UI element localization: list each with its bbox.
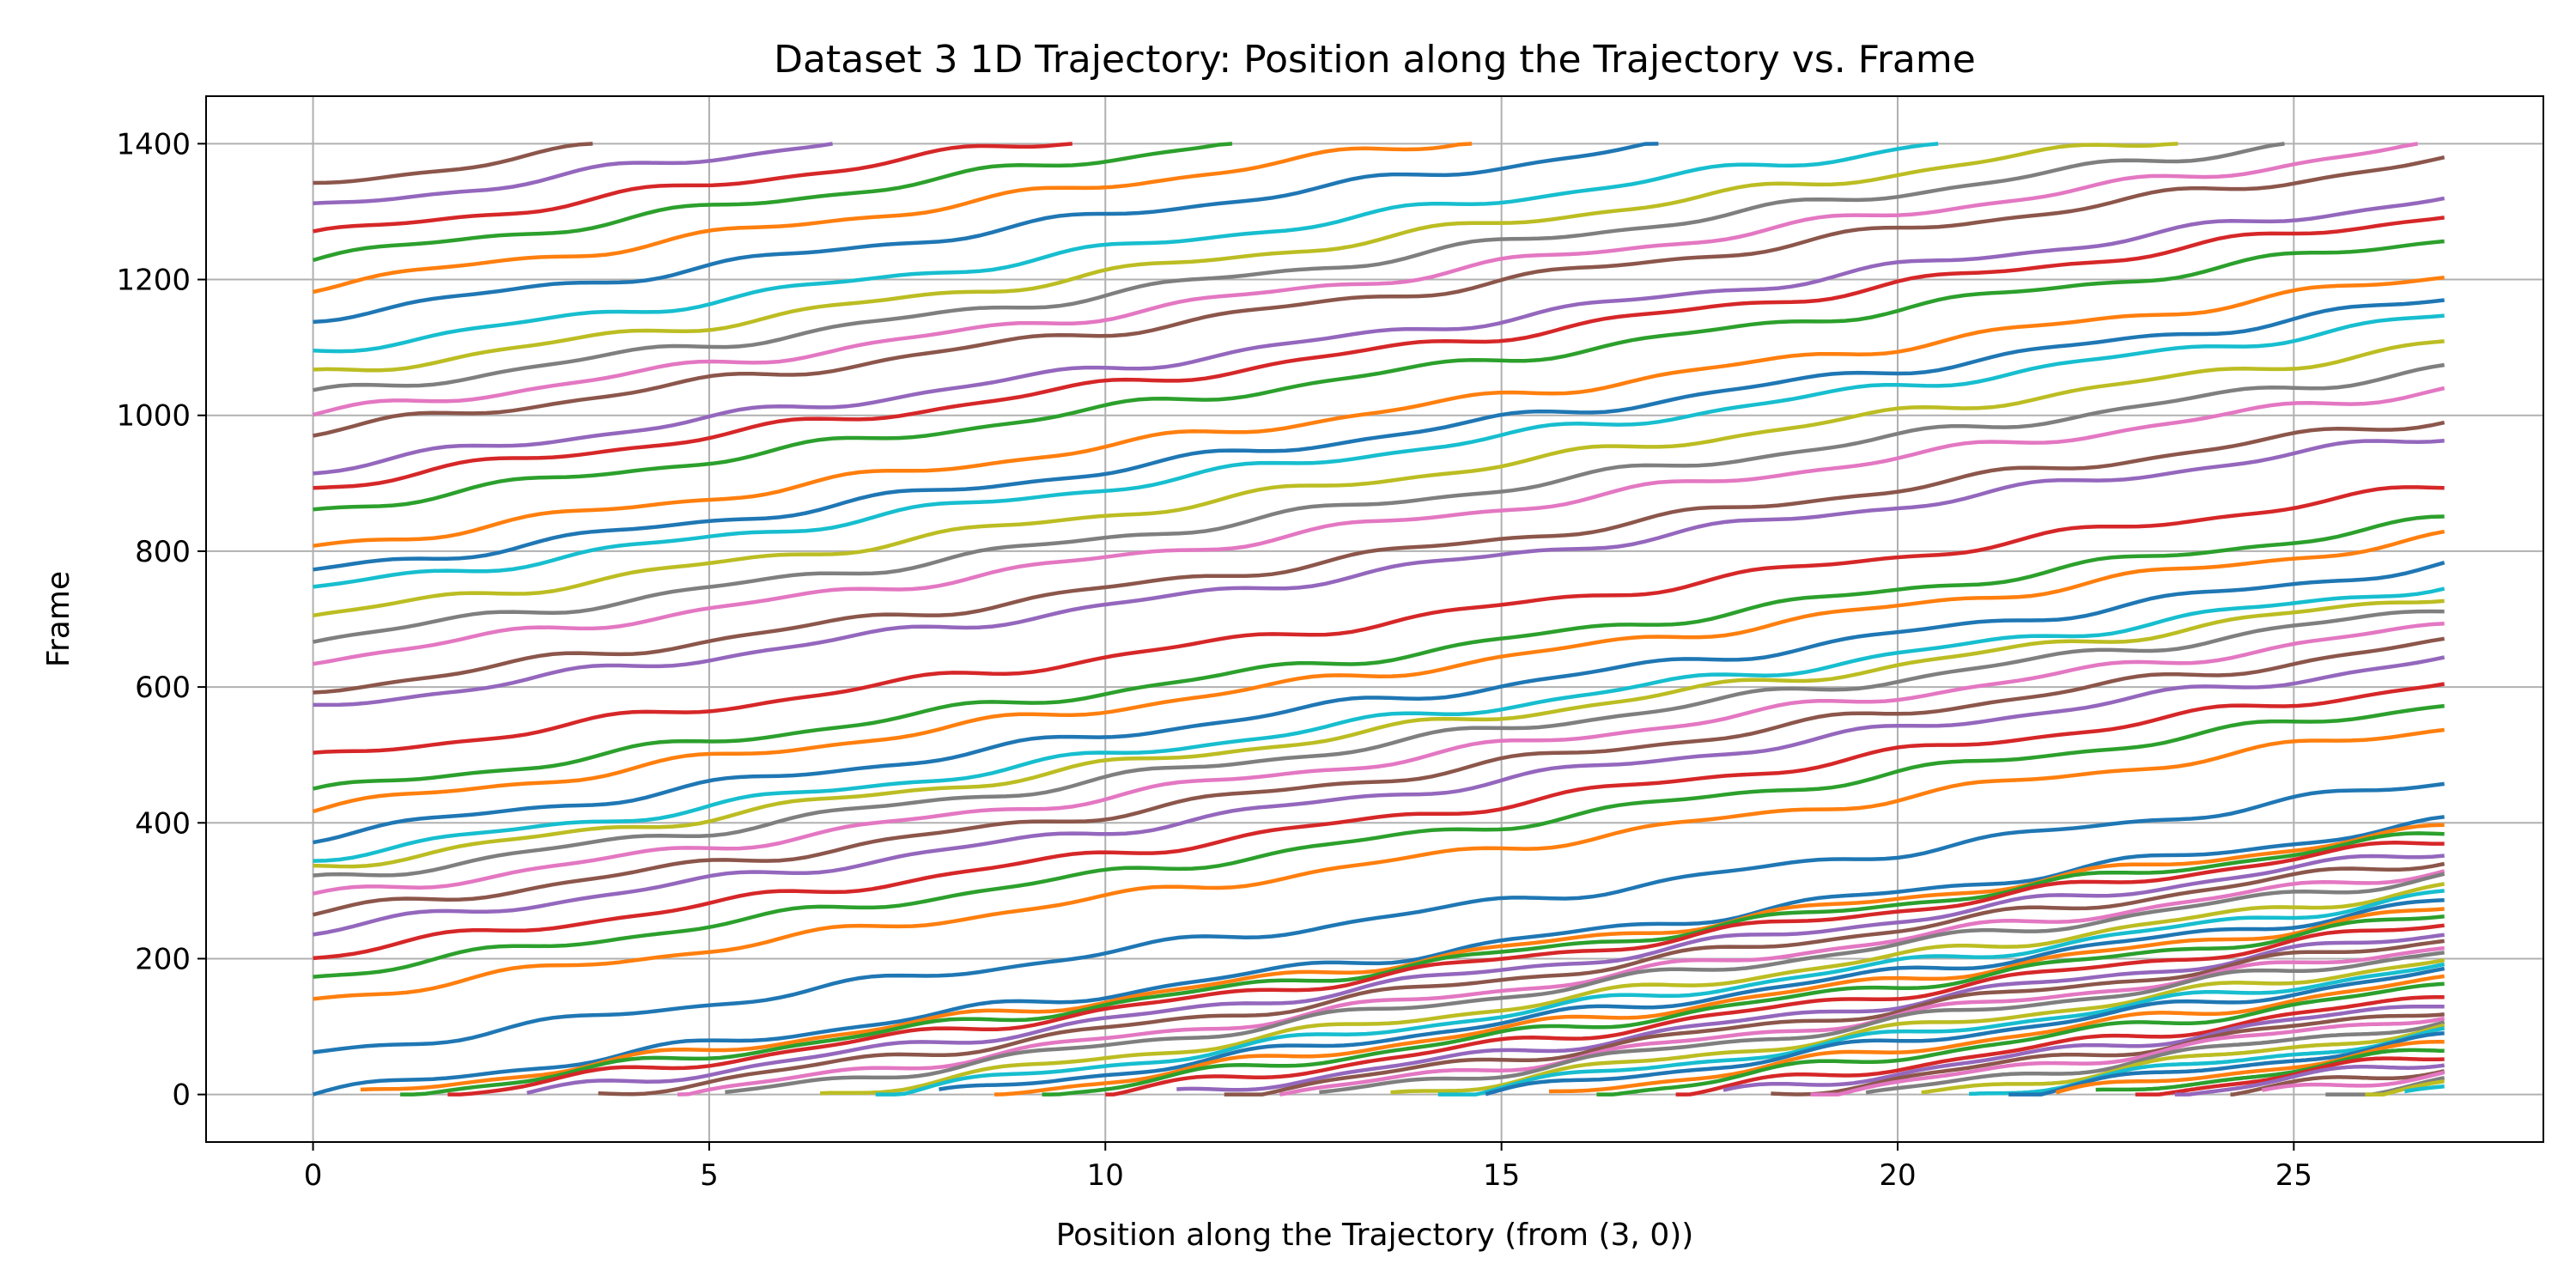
trajectory-line	[313, 514, 2445, 791]
trajectory-line	[1810, 1016, 2445, 1097]
y-ticks: 0 200 400 600 800 1000 1200 1400	[116, 127, 206, 1113]
trajectory-line	[313, 362, 2445, 644]
trajectory-line	[725, 872, 2445, 1095]
trajectory-line	[2230, 1069, 2445, 1097]
y-axis-label: Frame	[41, 571, 76, 667]
trajectory-line	[1548, 974, 2445, 1094]
trajectory-line	[313, 727, 2445, 1001]
trajectory-line	[313, 142, 2418, 417]
trajectory-line	[939, 897, 2445, 1091]
trajectory-line	[312, 529, 2445, 814]
trajectory-line	[875, 889, 2445, 1097]
trajectory-line	[2095, 1048, 2445, 1092]
trajectory-line	[994, 907, 2445, 1097]
trajectory-line	[313, 155, 2445, 438]
y-tick-label: 1400	[116, 127, 191, 161]
trajectory-line	[313, 216, 2445, 490]
x-tick-label: 10	[1087, 1158, 1124, 1193]
trajectory-line	[313, 485, 2445, 755]
trajectory-line	[313, 636, 2445, 917]
trajectory-line	[313, 142, 2178, 373]
x-ticks: 0 5 10 15 20 25	[304, 1142, 2312, 1193]
trajectory-line	[2008, 1031, 2445, 1097]
trajectory-line	[313, 609, 2445, 878]
trajectory-line	[447, 841, 2445, 1097]
trajectory-line	[313, 622, 2445, 896]
series-group	[312, 142, 2445, 1097]
trajectory-line	[1485, 966, 2445, 1097]
trajectory-line	[313, 142, 1659, 325]
trajectory-line	[313, 703, 2445, 979]
trajectory-line	[312, 815, 2445, 1097]
trajectory-line	[313, 438, 2445, 708]
trajectory-line	[1390, 957, 2445, 1095]
trajectory-line	[313, 142, 593, 185]
y-tick-label: 200	[135, 942, 191, 976]
trajectory-line	[1968, 1026, 2445, 1097]
y-tick-label: 400	[135, 806, 191, 841]
trajectory-line	[313, 142, 2285, 392]
x-axis-label: Position along the Trajectory (from (3, …	[1056, 1218, 1694, 1253]
trajectory-line	[313, 586, 2445, 863]
trajectory-line	[312, 142, 1233, 263]
trajectory-line	[2261, 1070, 2445, 1092]
trajectory-line	[313, 561, 2445, 845]
trajectory-line	[677, 869, 2445, 1097]
y-tick-label: 1200	[116, 264, 191, 298]
trajectory-line	[313, 142, 1939, 354]
trajectory-line	[2174, 1063, 2445, 1097]
trajectory-line	[2325, 1076, 2445, 1097]
trajectory-line	[313, 142, 1072, 234]
trajectory-line	[1865, 1020, 2445, 1095]
trajectory-line	[313, 239, 2445, 512]
x-tick-label: 15	[1483, 1158, 1520, 1193]
y-tick-label: 0	[172, 1078, 191, 1113]
trajectory-line	[526, 854, 2445, 1095]
trajectory-line	[313, 386, 2445, 666]
trajectory-line	[1176, 933, 2445, 1092]
trajectory-line	[1921, 1023, 2445, 1095]
trajectory-line	[1105, 923, 2445, 1097]
trajectory-line	[313, 275, 2445, 548]
trajectory-line	[598, 861, 2445, 1097]
trajectory-line	[400, 831, 2445, 1097]
y-tick-label: 600	[135, 671, 191, 705]
x-tick-label: 20	[1879, 1158, 1916, 1193]
y-tick-label: 1000	[116, 399, 191, 434]
trajectory-line	[313, 598, 2445, 869]
trajectory-line	[313, 781, 2445, 1054]
trajectory-line	[820, 882, 2445, 1096]
trajectory-line	[313, 420, 2445, 695]
trajectory-line	[313, 142, 833, 205]
trajectory-line	[1722, 1004, 2445, 1092]
trajectory-line	[2365, 1079, 2445, 1097]
trajectory-line	[313, 339, 2445, 618]
trajectory-line	[1319, 951, 2445, 1095]
x-tick-label: 25	[2275, 1158, 2312, 1193]
trajectory-line	[313, 655, 2445, 937]
trajectory-line	[2404, 1084, 2445, 1094]
trajectory-line	[313, 142, 1473, 295]
plot-frame	[205, 95, 2544, 1143]
trajectory-line	[313, 298, 2445, 572]
trajectory-line	[1596, 981, 2445, 1097]
trajectory-line	[1675, 995, 2445, 1097]
trajectory-line	[1771, 1012, 2445, 1097]
trajectory-line	[1042, 914, 2445, 1097]
trajectory-line	[313, 196, 2445, 476]
x-tick-label: 5	[700, 1158, 719, 1193]
y-tick-label: 800	[135, 535, 191, 569]
trajectory-line	[2135, 1056, 2445, 1097]
trajectory-line	[2055, 1040, 2445, 1095]
chart-title: Dataset 3 1D Trajectory: Position along …	[774, 38, 1976, 82]
trajectory-line	[1437, 962, 2445, 1097]
trajectory-line	[1224, 939, 2445, 1097]
trajectory-line	[313, 313, 2445, 589]
x-tick-label: 0	[304, 1158, 323, 1193]
trajectory-line	[313, 682, 2445, 961]
